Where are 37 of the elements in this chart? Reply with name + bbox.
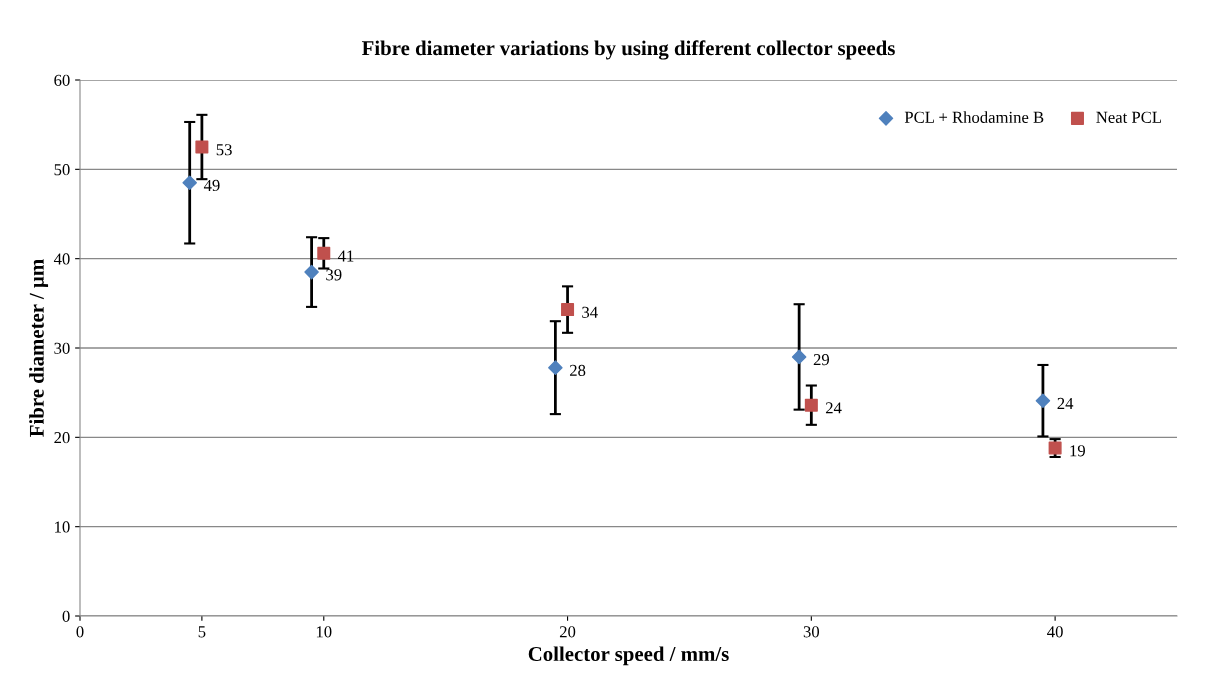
data-label: 28 — [569, 364, 586, 376]
data-label: 19 — [1070, 445, 1085, 457]
x-tick-label: 30 — [803, 626, 820, 638]
x-tick-label: 10 — [316, 626, 332, 638]
y-tick-label: 10 — [55, 521, 70, 533]
data-label: 49 — [203, 179, 220, 192]
x-tick-label: 20 — [559, 626, 576, 638]
y-tick-label: 50 — [54, 164, 70, 176]
point — [317, 246, 331, 260]
y-tick-label: 0 — [62, 610, 70, 622]
y-tick-label: 20 — [54, 432, 70, 444]
point — [195, 140, 209, 154]
y-axis-title: Fibre diameter / µm — [29, 259, 49, 437]
data-label: 24 — [1057, 397, 1074, 409]
legend-label: Neat PCL — [1096, 111, 1161, 123]
point — [548, 360, 563, 375]
x-tick-label: 0 — [76, 626, 84, 638]
data-label: 24 — [825, 402, 842, 414]
chart-title: Fibre diameter variations by using different collector speeds — [361, 40, 895, 60]
data-label: 29 — [813, 354, 830, 366]
y-tick-label: 40 — [53, 253, 70, 265]
y-tick-label: 60 — [54, 74, 70, 86]
point — [561, 303, 575, 317]
legend-label: PCL + Rhodamine B — [904, 111, 1044, 123]
data-label: 41 — [337, 250, 354, 262]
point — [804, 398, 818, 412]
point — [304, 264, 319, 280]
data-label: 34 — [582, 306, 598, 318]
data-label: 53 — [216, 144, 232, 156]
point — [791, 349, 807, 365]
data-label: 39 — [326, 269, 342, 281]
x-tick-label: 40 — [1047, 626, 1063, 638]
y-tick-label: 30 — [54, 342, 70, 354]
x-axis-title: Collector speed / mm/s — [528, 646, 729, 666]
x-tick-label: 5 — [198, 626, 206, 638]
point — [182, 175, 197, 191]
point — [1035, 393, 1051, 408]
